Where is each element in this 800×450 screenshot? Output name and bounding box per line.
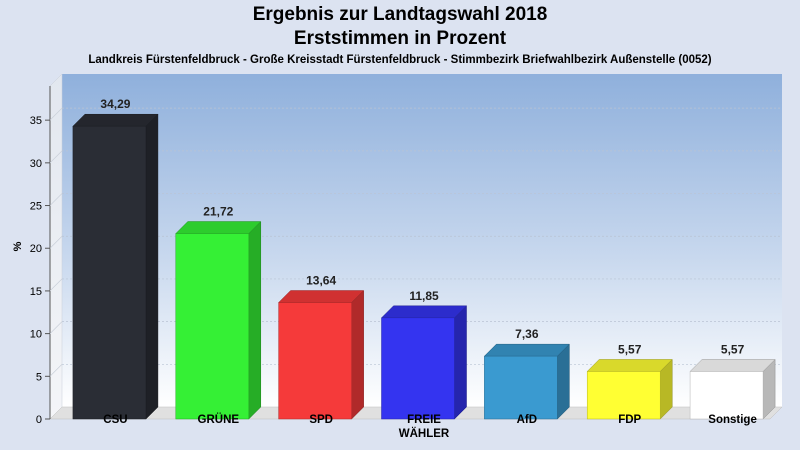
bar-side <box>351 289 364 420</box>
grid-line-side <box>49 364 63 377</box>
y-tick-label: 35 <box>30 115 42 127</box>
bar-afd <box>483 343 570 420</box>
category-label: GRÜNE <box>198 413 240 426</box>
grid-line-side <box>49 107 63 121</box>
y-tick-label: 5 <box>36 371 42 383</box>
value-label: 5,57 <box>618 342 642 356</box>
bar-spd <box>278 289 365 420</box>
bar-top <box>72 113 159 127</box>
bar-side <box>557 343 570 420</box>
bar-top <box>380 305 468 319</box>
value-label: 34,29 <box>100 97 130 111</box>
value-label: 5,57 <box>721 342 745 356</box>
y-tick-label: 30 <box>30 158 42 170</box>
category-label: FDP <box>618 414 641 426</box>
bar-csu <box>72 113 159 420</box>
y-tick-label: 20 <box>30 243 42 255</box>
category-label: Sonstige <box>708 414 757 426</box>
y-axis-label: % <box>12 241 24 251</box>
y-tick-label: 25 <box>30 201 42 213</box>
bar-sonstige <box>689 358 776 420</box>
bar-fdp <box>586 358 673 420</box>
bar-front <box>72 125 147 420</box>
grid-line-side <box>49 278 63 292</box>
bar-side <box>248 220 262 420</box>
grid-line-side <box>49 321 63 334</box>
grid-line-side <box>49 150 63 164</box>
chart-caption: Landkreis Fürstenfeldbruck - Große Kreis… <box>88 54 712 66</box>
y-tick-label: 10 <box>30 329 42 341</box>
grid-line-side <box>49 235 63 249</box>
bar-top <box>689 359 776 372</box>
bar-top <box>586 359 673 372</box>
bar-grüne <box>175 220 262 420</box>
bar-front <box>381 317 455 420</box>
chart-title: Ergebnis zur Landtagswahl 2018 <box>252 4 548 25</box>
bar-front <box>689 371 764 420</box>
value-label: 7,36 <box>515 327 539 341</box>
bar-top <box>175 221 262 234</box>
bar-freie-wähler <box>380 305 468 420</box>
y-tick-label: 0 <box>36 414 42 426</box>
category-label: FREIE WÄHLER <box>399 414 450 440</box>
category-label: SPD <box>309 414 333 426</box>
bar-side <box>454 305 467 420</box>
value-label: 11,85 <box>409 289 439 303</box>
bar-top <box>278 290 365 303</box>
bar-side <box>145 113 159 420</box>
category-label: CSU <box>103 414 127 426</box>
bar-front <box>175 233 250 420</box>
chart-subtitle: Erststimmen in Prozent <box>293 28 507 49</box>
y-tick-label: 15 <box>30 286 42 298</box>
value-label: 13,64 <box>306 274 336 288</box>
bar-front <box>278 302 352 420</box>
category-label: AfD <box>517 414 537 426</box>
bar-front <box>484 355 558 420</box>
value-label: 21,72 <box>203 205 233 219</box>
bar-front <box>586 371 661 420</box>
grid-line-side <box>49 193 63 206</box>
bar-top <box>483 343 570 357</box>
